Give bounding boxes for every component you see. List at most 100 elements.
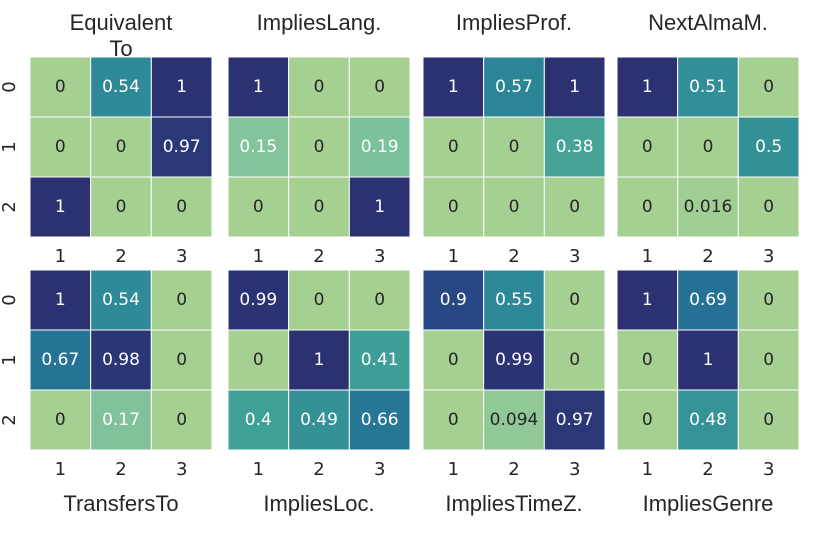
cell [616,56,679,118]
cell-label: 1 [448,77,459,97]
cell [348,56,411,118]
title-box: ImpliesLang. [257,10,382,35]
heatmap: ImpliesLang. 1 0 0 0.15 0 0.19 0 0 1 1 2 3 [227,10,411,267]
x-tick-label: 2 [115,459,126,480]
x-tick-label: 3 [374,246,385,267]
cell [543,176,606,238]
cell-label: 0.54 [102,290,140,310]
cell [616,269,679,331]
y-tick-label: 2 [0,414,20,425]
cell [288,389,350,451]
cell [29,269,92,331]
cell [29,56,92,118]
cell-label: 0.41 [361,350,399,370]
x-tick-label: 1 [55,459,66,480]
x-tick-label: 2 [702,459,713,480]
cell-label: 0.97 [163,137,201,157]
cell-label: 0 [448,197,459,217]
cell-label: 0 [763,197,774,217]
cell-label: 0 [55,137,66,157]
cell [227,269,290,331]
cell-label: 0.016 [684,197,733,217]
cell [737,389,800,451]
x-axis-label: ImpliesLoc. [263,491,374,516]
cell [288,56,350,118]
cell-label: 0 [116,137,127,157]
cell-label: 0 [448,137,459,157]
cell-label: 1 [176,77,187,97]
cell-label: 0 [763,77,774,97]
y-tick-label: 1 [0,354,20,365]
title-box: Equivalent To [70,10,173,61]
cell-label: 1 [314,350,325,370]
cell-label: 0 [314,77,325,97]
x-tick-label: 3 [569,459,580,480]
cell-label: 0 [703,137,714,157]
y-tick-label: 2 [0,201,20,212]
cell-label: 0.4 [245,410,272,430]
cell-label: 0 [314,290,325,310]
cell-label: 1 [253,77,264,97]
y-tick-label: 0 [0,294,20,305]
y-tick-label: 0 [0,81,20,92]
x-axis-label: ImpliesTimeZ. [445,491,582,516]
x-tick-label: 2 [508,246,519,267]
cell-label: 1 [569,77,580,97]
x-tick-label: 3 [374,459,385,480]
cell [288,176,350,238]
cell-label: 0.51 [689,77,727,97]
cell [29,389,92,451]
cell [348,176,411,238]
cell-label: 0 [642,410,653,430]
title-box: NextAlmaM. [648,10,768,35]
cell [422,176,485,238]
heatmap: 1 0.54 0 0.67 0.98 0 0 0.17 0 1 2 3 0 1 2 TransfersTo [0,269,213,516]
cell-label: 0 [642,197,653,217]
x-tick-label: 2 [115,246,126,267]
cell [616,389,679,451]
cell-label: 0 [374,290,385,310]
cell-label: 0.66 [361,410,399,430]
cell-label: 0 [569,290,580,310]
cell-label: 0.9 [440,290,467,310]
cell-label: 0 [763,350,774,370]
cell-label: 0 [448,410,459,430]
cell [483,56,545,118]
x-axis-label: TransfersTo [63,491,178,516]
cell-label: 1 [642,77,653,97]
x-tick-label: 1 [253,246,264,267]
cell [227,56,290,118]
cell [150,329,213,391]
cell [616,329,679,391]
cell-label: 0 [569,197,580,217]
cell-label: 0 [55,410,66,430]
cell-label: 0 [569,350,580,370]
chart-title: ImpliesProf. [455,10,573,35]
cell-label: 0.19 [361,137,399,157]
cell-label: 0.48 [689,410,727,430]
x-tick-label: 1 [55,246,66,267]
cell [543,389,606,451]
cell-label: 0 [509,197,520,217]
cell [150,389,213,451]
cell-label: 0 [253,197,264,217]
cell-label: 0 [314,197,325,217]
cell [90,176,152,238]
x-tick-label: 3 [176,246,187,267]
cell [737,116,800,178]
x-tick-label: 1 [642,246,653,267]
cell-label: 1 [55,290,66,310]
x-tick-label: 3 [763,459,774,480]
cell [227,176,290,238]
cell [677,269,739,331]
cell [150,176,213,238]
x-tick-label: 1 [448,459,459,480]
cell-label: 0 [763,290,774,310]
x-tick-label: 1 [448,246,459,267]
cell-label: 0.54 [102,77,140,97]
x-tick-label: 1 [642,459,653,480]
cell [422,329,485,391]
